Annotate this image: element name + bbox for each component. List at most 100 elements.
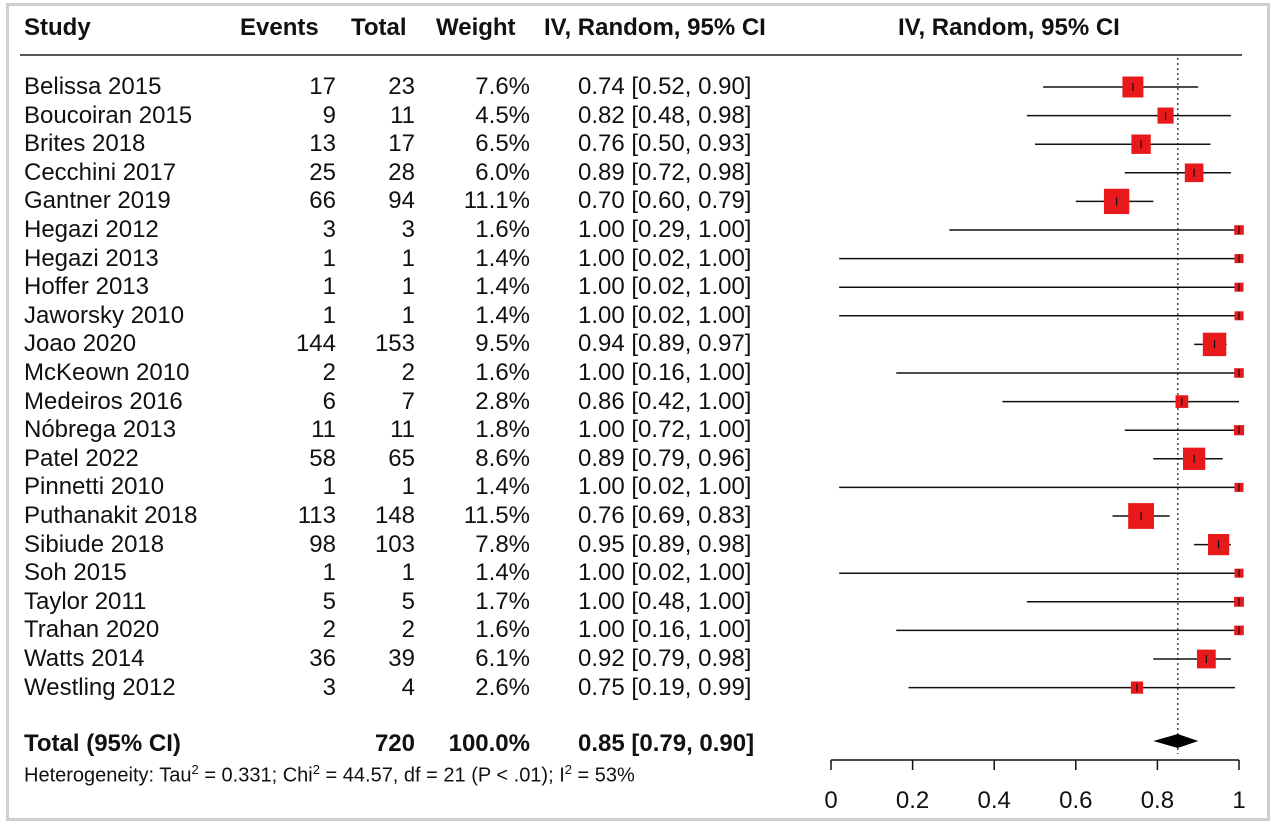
study-total: 1 [401,473,415,501]
study-total: 7 [401,387,415,415]
study-events: 17 [309,73,336,100]
study-weight: 1.7% [475,587,530,615]
study-weight: 1.4% [475,559,530,587]
study-weight: 2.8% [475,387,530,415]
study-total: 5 [401,587,415,615]
study-weight: 1.4% [475,473,530,501]
study-name: Hoffer 2013 [24,273,149,301]
total-weight: 100.0% [448,730,530,757]
header-total: Total [351,14,407,41]
study-total: 1 [401,244,415,272]
study-events: 144 [295,330,336,358]
heterogeneity-text: Heterogeneity: Tau2 = 0.331; Chi2 = 44.5… [24,762,635,787]
study-events: 113 [297,502,336,529]
study-events: 11 [311,416,336,444]
study-total: 94 [388,187,415,215]
study-events: 1 [322,473,336,501]
study-weight: 1.4% [475,244,530,272]
x-tick-label: 0.8 [1141,787,1174,814]
study-weight: 11.5% [463,502,530,529]
study-weight: 6.5% [475,130,530,158]
pooled-diamond [1153,734,1199,748]
study-total: 11 [390,101,415,129]
study-weight: 1.4% [475,273,530,301]
study-ci: 0.92 [0.79, 0.98] [578,645,752,672]
study-total: 1 [401,273,415,301]
study-ci: 1.00 [0.02, 1.00] [578,301,752,329]
study-name: Medeiros 2016 [24,387,183,415]
study-ci: 1.00 [0.72, 1.00] [578,416,752,444]
study-name: Cecchini 2017 [24,158,177,186]
forest-plot-frame [6,3,1270,821]
study-name: Sibiude 2018 [24,530,165,558]
study-events: 3 [322,216,336,243]
study-ci: 0.94 [0.89, 0.97] [578,330,752,358]
study-weight: 2.6% [475,673,530,701]
study-ci: 0.74 [0.52, 0.90] [578,73,752,100]
header-plot: IV, Random, 95% CI [898,14,1120,41]
study-weight: 6.0% [475,158,530,186]
study-ci: 1.00 [0.29, 1.00] [578,216,752,243]
study-events: 58 [309,444,336,472]
study-total: 17 [388,130,415,158]
study-ci: 0.89 [0.72, 0.98] [578,158,752,186]
study-total: 65 [388,444,415,472]
study-name: Patel 2022 [24,444,139,472]
study-ci: 1.00 [0.16, 1.00] [578,616,752,644]
study-events: 9 [322,101,336,129]
study-weight: 11.1% [463,187,530,215]
study-ci: 0.82 [0.48, 0.98] [578,101,752,129]
study-name: Nóbrega 2013 [24,416,177,444]
study-ci: 0.95 [0.89, 0.98] [578,530,752,558]
header-study: Study [24,14,91,41]
study-weight: 1.4% [475,301,530,329]
study-name: Belissa 2015 [24,73,162,100]
study-events: 66 [309,187,336,215]
study-ci: 0.75 [0.19, 0.99] [578,673,752,701]
study-weight: 1.6% [475,359,530,386]
study-ci: 1.00 [0.02, 1.00] [578,473,752,501]
study-name: Puthanakit 2018 [24,502,198,529]
study-name: Jaworsky 2010 [24,301,185,329]
study-events: 1 [322,273,336,301]
study-events: 98 [309,530,336,558]
study-total: 1 [401,301,415,329]
study-total: 23 [388,73,415,100]
study-name: Watts 2014 [24,645,145,672]
study-total: 2 [401,359,415,386]
study-total: 148 [374,502,415,529]
study-ci: 1.00 [0.02, 1.00] [578,244,752,272]
study-total: 39 [388,645,415,672]
study-ci: 1.00 [0.02, 1.00] [578,273,752,301]
study-weight: 1.8% [475,416,530,444]
study-name: Pinnetti 2010 [24,473,165,501]
study-name: Brites 2018 [24,130,146,158]
study-events: 6 [322,387,336,415]
x-tick-label: 0.4 [978,787,1011,814]
study-events: 36 [309,645,336,672]
study-total: 2 [401,616,415,644]
study-name: Taylor 2011 [24,587,147,615]
x-tick-label: 0 [824,787,837,814]
study-total: 28 [388,158,415,186]
x-tick-label: 1 [1232,787,1245,814]
study-events: 13 [309,130,336,158]
study-ci: 1.00 [0.48, 1.00] [578,587,752,615]
study-events: 2 [322,359,336,386]
study-name: Soh 2015 [24,559,127,587]
total-count: 720 [374,730,415,757]
study-ci: 0.89 [0.79, 0.96] [578,444,752,472]
study-weight: 4.5% [475,101,530,129]
study-name: Joao 2020 [24,330,137,358]
x-tick-label: 0.2 [896,787,929,814]
study-events: 5 [322,587,336,615]
header-weight: Weight [436,14,516,41]
study-total: 4 [401,673,415,701]
study-weight: 8.6% [475,444,530,472]
header-events: Events [240,14,319,41]
study-total: 153 [374,330,415,358]
study-events: 25 [309,158,336,186]
study-weight: 9.5% [475,330,530,358]
header-ci: IV, Random, 95% CI [544,14,766,41]
header-divider [20,54,1242,56]
